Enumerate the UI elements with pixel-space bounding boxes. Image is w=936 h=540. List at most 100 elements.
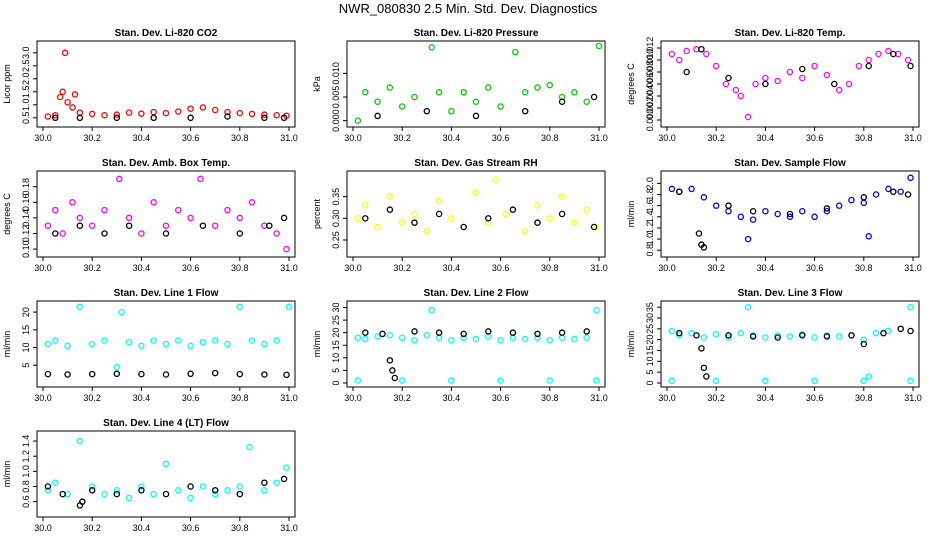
plot-frame — [346, 40, 606, 128]
data-point — [860, 377, 868, 385]
x-tick-label: 30.0 — [658, 133, 676, 143]
data-point — [676, 188, 683, 195]
x-tick-label: 31.0 — [904, 393, 922, 403]
data-point — [273, 479, 280, 486]
data-point — [187, 494, 194, 502]
data-point — [571, 335, 578, 343]
data-point — [88, 487, 96, 494]
data-point — [485, 215, 492, 222]
y-tick-label: 0.005 — [331, 86, 341, 109]
data-point — [211, 369, 219, 377]
y-tick-label: 0.004 — [645, 85, 655, 108]
y-tick-label: 5 — [645, 370, 655, 375]
x-tick-label: 30.4 — [757, 263, 775, 273]
series-1 — [354, 176, 600, 235]
page-title: NWR_080830 2.5 Min. Std. Dev. Diagnostic… — [338, 1, 598, 16]
x-tick-label: 30.2 — [707, 133, 725, 143]
data-point — [150, 108, 157, 116]
y-tick-label: 0.5 — [21, 112, 31, 125]
data-point — [273, 337, 280, 344]
x-tick-label: 30.0 — [344, 393, 362, 403]
chart-panel-4: Stan. Dev. Amb. Box Temp. degrees C 30.0 30… — [2, 158, 298, 273]
data-point — [44, 370, 52, 378]
plot-frame — [346, 170, 606, 258]
y-tick-label: 10 — [21, 343, 31, 353]
x-tick-label: 30.2 — [83, 263, 101, 273]
y-tick-label: 0.010 — [645, 49, 655, 72]
y-tick-label: 15 — [21, 325, 31, 335]
plot-frame — [36, 300, 296, 388]
data-point — [248, 110, 256, 118]
data-point — [885, 185, 892, 193]
data-point — [799, 332, 806, 339]
data-point — [248, 199, 256, 206]
x-tick-label: 30.2 — [393, 133, 411, 143]
x-tick-label: 31.0 — [280, 263, 298, 273]
data-point — [799, 207, 806, 215]
x-tick-label: 30.6 — [492, 263, 510, 273]
data-point — [64, 371, 71, 378]
data-point — [521, 89, 529, 96]
data-point — [521, 228, 529, 235]
x-tick-label: 31.0 — [590, 263, 608, 273]
data-point — [280, 114, 288, 122]
series-1 — [668, 45, 912, 121]
data-point — [187, 342, 194, 350]
x-tick-label: 30.8 — [231, 263, 249, 273]
plot-frame — [660, 170, 920, 258]
data-point — [737, 329, 745, 337]
data-point — [211, 222, 219, 229]
data-point — [391, 374, 399, 382]
y-tick-label: 1.0 — [645, 233, 655, 246]
data-point — [762, 377, 769, 385]
y-tick-label: 0.30 — [331, 210, 341, 228]
data-point — [752, 80, 759, 88]
chart-title: Stan. Dev. Amb. Box Temp. — [102, 158, 230, 169]
data-point — [583, 206, 590, 213]
data-point — [907, 327, 914, 335]
x-tick-label: 30.8 — [231, 133, 249, 143]
data-point — [162, 340, 170, 348]
plot-frame — [36, 40, 296, 128]
x-tick-label: 30.8 — [231, 523, 249, 533]
data-point — [125, 338, 133, 346]
data-point — [162, 460, 170, 468]
x-tick-label: 30.0 — [344, 263, 362, 273]
data-point — [435, 210, 443, 218]
data-point — [693, 332, 700, 339]
y-tick-label: 1.8 — [645, 188, 655, 201]
x-tick-label: 30.0 — [658, 263, 676, 273]
data-point — [52, 114, 59, 122]
data-point — [280, 475, 288, 483]
data-point — [860, 340, 868, 348]
x-tick-label: 31.0 — [904, 263, 922, 273]
x-tick-label: 30.0 — [658, 393, 676, 403]
data-point — [162, 230, 170, 237]
data-point — [762, 334, 769, 341]
x-tick-label: 30.8 — [855, 133, 873, 143]
data-point — [865, 373, 872, 380]
data-point — [872, 191, 880, 198]
data-point — [44, 340, 52, 348]
data-point — [88, 340, 96, 348]
y-axis-label: percent — [312, 198, 322, 229]
x-tick-label: 30.0 — [34, 133, 52, 143]
data-point — [907, 303, 914, 311]
data-point — [448, 336, 455, 344]
data-point — [497, 103, 504, 110]
data-point — [411, 93, 418, 101]
data-point — [52, 337, 59, 344]
data-point — [712, 330, 720, 338]
y-tick-label: 20 — [645, 335, 655, 345]
data-point — [865, 56, 872, 64]
data-point — [593, 306, 600, 314]
data-point — [386, 331, 394, 339]
data-point — [423, 107, 431, 115]
data-point — [786, 333, 794, 340]
data-point — [472, 98, 480, 105]
data-point — [558, 98, 566, 105]
data-point — [698, 345, 705, 352]
data-point — [224, 340, 231, 348]
data-point — [875, 50, 882, 58]
data-point — [811, 213, 818, 221]
